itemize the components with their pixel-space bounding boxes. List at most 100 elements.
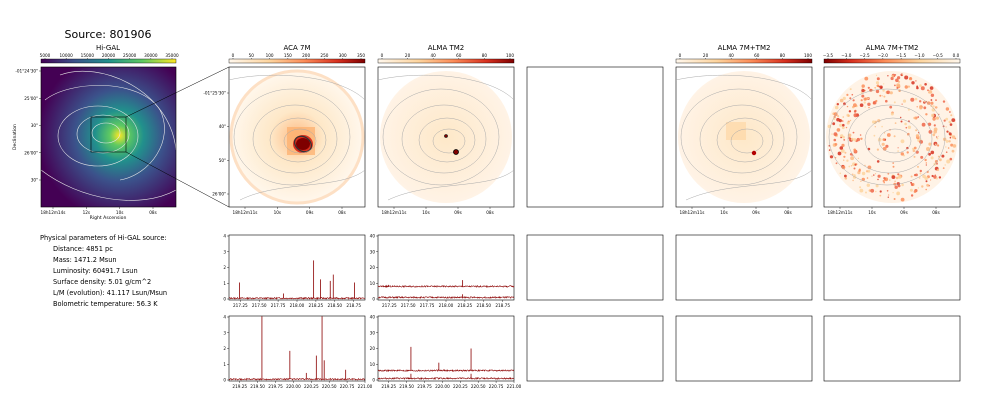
noise-dot [919,104,921,107]
noise-dot [952,144,957,148]
colorbar-tick-label: 100 [266,53,274,58]
combo2-title: ALMA 7M+TM2 [866,44,919,52]
noise-dot [901,74,903,76]
y-tick-label: 30" [31,178,38,183]
noise-dot [915,129,918,132]
higal-title: Hi-GAL [96,44,120,52]
noise-dot [928,90,933,94]
noise-dot [875,74,878,76]
noise-dot [916,106,918,108]
noise-dot [936,136,938,138]
noise-dot [850,156,854,161]
y-tick-label: 50" [219,158,226,163]
noise-dot [921,122,926,127]
noise-dot [841,143,845,147]
x-tick-label: 10s [116,210,124,215]
noise-dot [890,76,894,81]
noise-dot [836,128,841,132]
spectrum-y-tick: 40 [370,315,376,320]
tm2-title: ALMA TM2 [428,44,465,52]
noise-dot [882,138,886,141]
colorbar-tick-label: 0 [232,53,235,58]
higal-colorbar [40,58,177,64]
spectrum-x-tick: 219.25 [381,384,396,389]
noise-dot [914,97,918,101]
colorbar-tick-label: 250 [320,53,328,58]
noise-dot [935,106,938,109]
combo1-title: ALMA 7M+TM2 [718,44,771,52]
noise-dot [842,135,845,139]
x-tick-label: 08s [784,210,792,215]
noise-dot [897,184,901,188]
noise-dot [875,81,880,85]
noise-dot [910,97,915,102]
spectrum-series-line [228,377,366,381]
noise-dot [879,190,882,193]
x-tick-label: 08s [932,210,940,215]
empty-spectrum-box [823,234,961,301]
aca-colorbar-ticks: 0 50 100 150 200 250 300 350 [232,53,365,59]
noise-dot [920,86,925,91]
spectrum-y-tick: 20 [370,265,376,270]
spectrum-x-tick: 218.75 [495,303,510,308]
noise-dot [906,146,909,150]
noise-dot [835,162,838,165]
spectrum-x-tick: 220.75 [489,384,504,389]
noise-dot [833,132,838,137]
noise-dot [913,116,916,120]
spectrum-y-tick: 3 [223,330,226,335]
higal-contours [41,70,176,201]
aca-contours [228,74,366,201]
aca-spectrum-1: 0 1 2 3 4 217.25 217.50 217.75 218.00 218.25 218.5… [223,234,366,308]
noise-dot [868,106,870,109]
noise-dot [900,120,903,123]
noise-dot [917,165,919,168]
combo1-panel: ALMA 7M+TM2 0 20 40 60 80 100 18h12m11s 10s 09s… [675,44,812,215]
noise-dot [919,169,922,173]
noise-dot [937,144,940,147]
noise-dot [896,87,899,89]
aca-y-ticks: -01°25'30" 40" 50" 26'00" [203,91,229,197]
noise-dot [945,151,948,153]
empty-map-panel [526,66,664,208]
noise-dot [930,101,934,105]
noise-dot [834,143,838,146]
colorbar-tick-label: 40 [729,53,735,58]
x-tick-label: 09s [752,210,760,215]
spectrum-y-tick: 0 [223,297,226,302]
colorbar-tick-label: 200 [302,53,310,58]
noise-dot [897,80,901,83]
spectrum-y-tick: 3 [223,249,226,254]
noise-dot [839,146,844,150]
noise-dot [931,113,935,118]
noise-dot [949,111,951,113]
noise-dot [848,165,851,168]
noise-dot [896,192,900,196]
noise-dot [891,74,894,78]
noise-dot [897,76,901,80]
colorbar-tick-label: 0 [679,53,682,58]
x-tick-label: 10s [868,210,876,215]
noise-dot [949,136,952,139]
combo2-colorbar [823,58,961,64]
spectrum-x-tick: 217.75 [271,303,286,308]
noise-dot [950,114,953,117]
info-line: Surface density: 5.01 g/cm^2 [53,278,151,286]
noise-dot [902,99,907,103]
noise-dot [867,102,871,107]
noise-dot [860,99,863,102]
x-tick-label: 18h12m14s [41,210,66,215]
colorbar-tick-label: 150 [284,53,292,58]
spectrum-y-tick: 0 [372,378,375,383]
noise-dot [877,137,882,142]
noise-dot [917,116,919,118]
noise-dot [842,120,844,122]
noise-dot [850,165,853,167]
noise-dot [888,194,890,196]
noise-dot [846,93,849,96]
spectrum-y-tick: 0 [372,297,375,302]
noise-dot [951,149,955,153]
noise-dot [833,117,836,120]
noise-dot [837,151,842,156]
